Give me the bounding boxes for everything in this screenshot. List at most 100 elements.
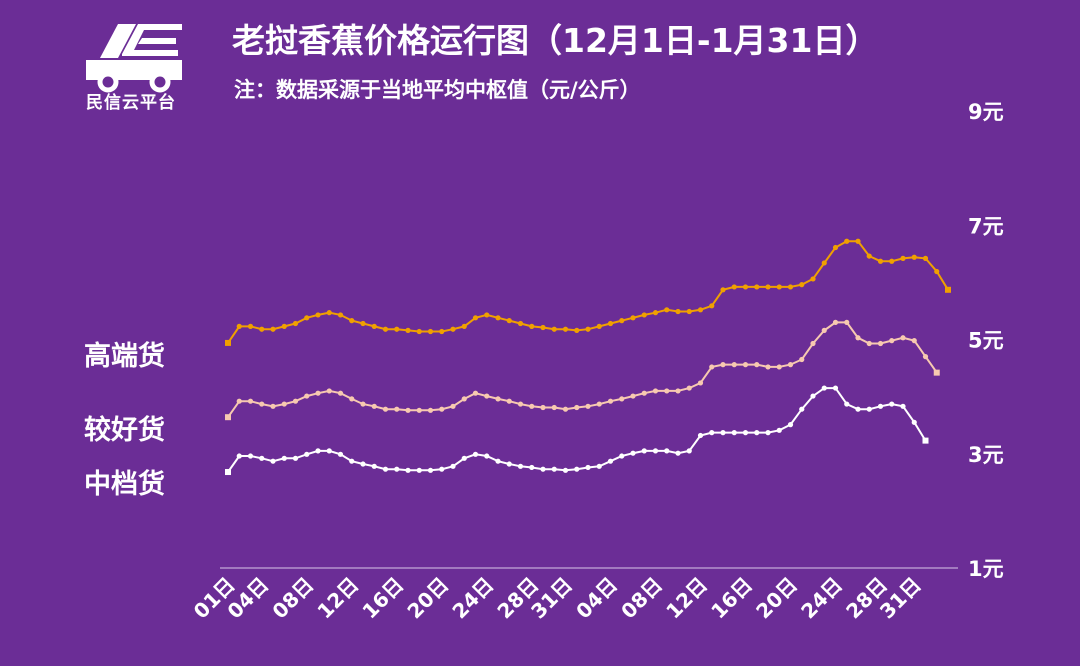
data-point-premium <box>607 320 614 327</box>
data-point-medium <box>360 461 366 467</box>
data-point-medium <box>664 448 670 454</box>
x-tick-label: 16日 <box>357 573 408 624</box>
data-point-premium <box>517 320 524 327</box>
data-point-medium <box>731 430 737 436</box>
data-point-premium <box>652 310 659 316</box>
brand-name: 民信云平台 <box>86 93 176 113</box>
data-point-medium <box>529 464 535 471</box>
series-line-good <box>227 321 938 418</box>
data-point-medium <box>799 406 805 412</box>
y-tick-label: 3元 <box>968 443 1004 467</box>
x-tick-label: 04日 <box>571 573 622 624</box>
x-tick-label: 12日 <box>312 573 363 624</box>
data-point-good <box>506 398 512 404</box>
data-point-medium <box>641 448 647 454</box>
data-point-good <box>562 406 569 412</box>
data-point-medium <box>709 430 715 436</box>
data-point-premium <box>450 326 456 332</box>
x-tick-label: 24日 <box>447 573 498 624</box>
data-point-premium <box>540 324 546 331</box>
data-point-good <box>484 393 490 399</box>
data-point-premium <box>922 255 929 261</box>
data-point-good <box>360 401 366 407</box>
data-point-medium <box>585 464 591 471</box>
data-point-good <box>529 403 535 409</box>
data-point-good <box>754 362 760 368</box>
y-tick-label: 1元 <box>968 557 1004 581</box>
data-point-premium <box>416 328 422 335</box>
data-point-medium <box>247 453 254 459</box>
x-tick-label: 20日 <box>751 573 802 624</box>
data-point-premium <box>641 312 647 318</box>
data-point-good <box>630 393 636 399</box>
data-point-medium <box>506 461 512 467</box>
data-point-good <box>911 338 917 344</box>
data-point-good <box>810 340 816 347</box>
y-tick-label: 9元 <box>968 100 1004 124</box>
data-point-good <box>270 403 276 409</box>
data-point-premium <box>259 326 265 332</box>
data-point-premium <box>832 244 839 251</box>
truck-logo-icon <box>86 24 182 93</box>
data-point-medium <box>337 451 344 457</box>
x-tick-label: 24日 <box>796 573 847 624</box>
data-point-good <box>337 390 344 396</box>
data-point-premium <box>900 255 906 261</box>
data-point-premium <box>799 282 805 288</box>
data-point-premium <box>765 284 771 290</box>
data-point-medium <box>619 453 625 459</box>
data-point-premium <box>439 328 445 335</box>
x-tick-label: 20日 <box>402 573 453 624</box>
data-point-medium <box>292 455 299 461</box>
data-point-good <box>394 406 400 412</box>
data-point-good <box>832 319 839 325</box>
series-label-medium: 中档货 <box>84 469 165 500</box>
data-point-good <box>844 319 850 325</box>
data-point-good <box>596 401 602 407</box>
data-point-premium <box>326 310 332 316</box>
data-point-good <box>652 388 659 394</box>
data-point-medium <box>607 458 614 464</box>
data-point-medium <box>776 427 782 433</box>
data-point-good <box>304 393 310 399</box>
data-point-good <box>259 401 265 407</box>
data-point-good <box>326 388 332 394</box>
data-point-medium <box>495 458 501 464</box>
data-point-good <box>349 396 355 402</box>
data-point-premium <box>934 268 940 275</box>
data-point-good <box>709 364 715 370</box>
data-point-medium <box>382 466 389 472</box>
data-point-premium <box>495 315 501 321</box>
data-point-premium <box>236 323 242 329</box>
series-line-medium <box>227 387 927 473</box>
data-point-medium <box>281 455 287 461</box>
data-point-premium <box>472 315 479 321</box>
data-point-medium <box>866 406 872 412</box>
series-label-premium: 高端货 <box>84 341 165 372</box>
data-point-good <box>787 362 794 368</box>
data-point-medium <box>450 463 456 469</box>
data-point-medium <box>574 466 580 472</box>
data-point-medium <box>371 463 377 469</box>
data-point-premium <box>697 307 704 313</box>
data-point-good <box>641 390 647 396</box>
data-point-premium <box>911 254 917 260</box>
data-point-good <box>866 340 872 347</box>
data-point-good <box>247 398 254 404</box>
data-point-medium <box>821 385 827 391</box>
data-point-medium <box>900 403 906 409</box>
data-point-good <box>281 401 287 407</box>
data-point-medium <box>697 432 704 439</box>
data-point-good <box>877 340 884 347</box>
data-point-premium <box>304 315 310 321</box>
data-point-medium <box>326 448 332 454</box>
data-point-good <box>799 356 805 363</box>
data-point-good <box>292 398 299 404</box>
data-point-medium <box>484 453 490 459</box>
data-point-medium <box>855 406 861 412</box>
x-tick-label: 12日 <box>661 573 712 624</box>
data-point-good <box>371 403 377 409</box>
data-point-premium <box>619 318 625 324</box>
data-point-medium <box>675 450 681 456</box>
data-point-medium <box>315 448 321 454</box>
